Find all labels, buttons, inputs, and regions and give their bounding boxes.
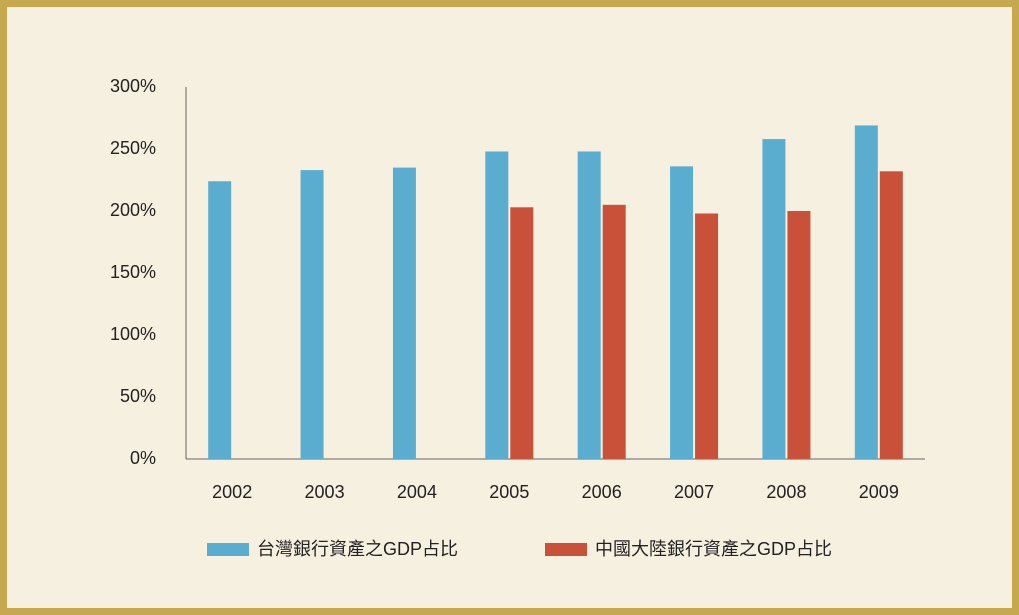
- x-tick-label: 2009: [859, 482, 899, 502]
- x-tick-label: 2003: [305, 482, 345, 502]
- legend-swatch: [545, 543, 587, 556]
- y-tick-label: 50%: [120, 386, 156, 406]
- bar: [392, 167, 416, 459]
- x-tick-label: 2004: [397, 482, 437, 502]
- bar: [485, 151, 509, 460]
- bar: [602, 204, 626, 459]
- legend-label: 中國大陸銀行資產之GDP占比: [595, 539, 832, 559]
- legend-label: 台灣銀行資產之GDP占比: [257, 539, 458, 559]
- legend-swatch: [207, 543, 249, 556]
- bar: [208, 181, 232, 460]
- y-tick-label: 150%: [110, 262, 156, 282]
- y-tick-label: 100%: [110, 324, 156, 344]
- bar: [695, 213, 719, 459]
- x-tick-label: 2008: [766, 482, 806, 502]
- bar: [762, 139, 786, 459]
- y-tick-label: 200%: [110, 200, 156, 220]
- bar: [670, 166, 694, 460]
- bar: [787, 211, 811, 459]
- bar: [879, 171, 903, 459]
- x-tick-label: 2002: [212, 482, 252, 502]
- x-tick-label: 2005: [489, 482, 529, 502]
- bar: [300, 170, 324, 459]
- bar: [577, 151, 601, 460]
- x-tick-label: 2007: [674, 482, 714, 502]
- y-tick-label: 0%: [130, 448, 156, 468]
- x-tick-label: 2006: [582, 482, 622, 502]
- bar: [854, 125, 878, 459]
- bar: [510, 207, 534, 459]
- y-tick-label: 250%: [110, 138, 156, 158]
- y-tick-label: 300%: [110, 76, 156, 96]
